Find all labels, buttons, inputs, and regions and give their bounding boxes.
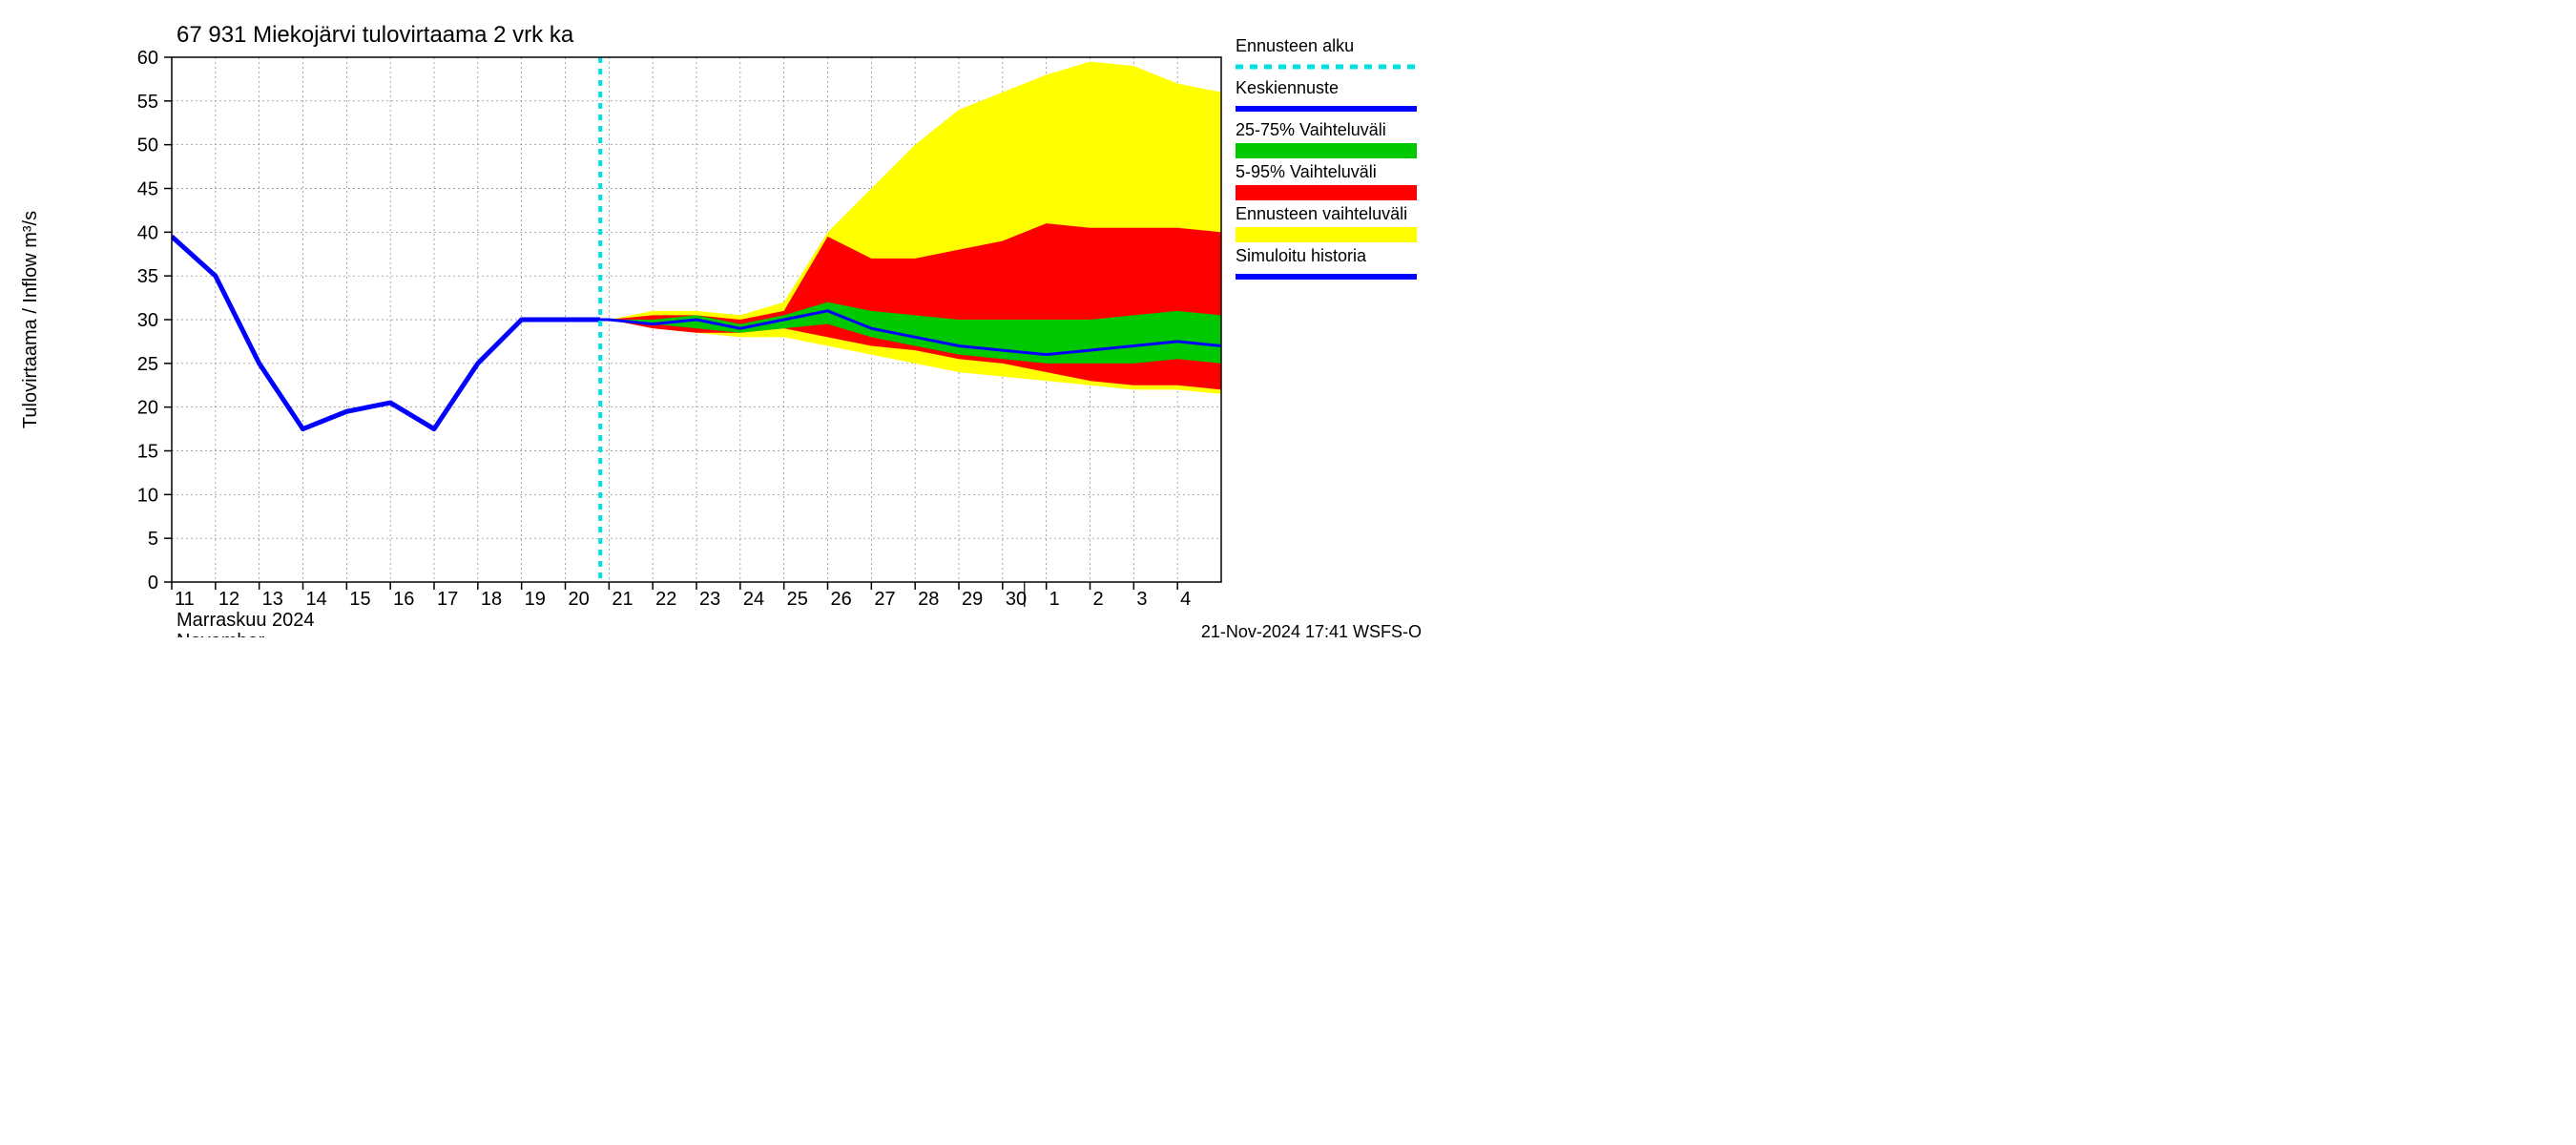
chart-container: 0510152025303540455055601112131415161718… xyxy=(0,0,1431,637)
xtick-label: 23 xyxy=(699,589,720,610)
xtick-label: 15 xyxy=(349,589,370,610)
legend-label-hist: Simuloitu historia xyxy=(1236,246,1367,265)
xtick-label: 25 xyxy=(787,589,808,610)
ytick-label: 45 xyxy=(137,179,158,200)
xtick-label: 13 xyxy=(262,589,283,610)
ytick-label: 20 xyxy=(137,398,158,419)
legend-swatch-bfull xyxy=(1236,227,1417,242)
ytick-label: 50 xyxy=(137,135,158,156)
ytick-label: 5 xyxy=(148,529,158,550)
xtick-label: 11 xyxy=(175,589,195,610)
xtick-label: 2 xyxy=(1093,589,1104,610)
xtick-label: 4 xyxy=(1180,589,1191,610)
legend-label-forecast_start: Ennusteen alku xyxy=(1236,36,1354,55)
xtick-label: 19 xyxy=(525,589,546,610)
legend-swatch-b595 xyxy=(1236,185,1417,200)
xtick-label: 1 xyxy=(1049,589,1060,610)
legend-label-b2575: 25-75% Vaihteluväli xyxy=(1236,120,1386,139)
xtick-label: 26 xyxy=(831,589,852,610)
xtick-label: 29 xyxy=(962,589,983,610)
xtick-label: 22 xyxy=(655,589,676,610)
legend-label-bfull: Ennusteen vaihteluväli xyxy=(1236,204,1407,223)
footer-timestamp: 21-Nov-2024 17:41 WSFS-O xyxy=(1201,622,1422,637)
xtick-label: 18 xyxy=(481,589,502,610)
y-axis-label: Tulovirtaama / Inflow m³/s xyxy=(20,211,41,428)
chart-title: 67 931 Miekojärvi tulovirtaama 2 vrk ka xyxy=(177,22,574,48)
ytick-label: 15 xyxy=(137,442,158,463)
ytick-label: 40 xyxy=(137,222,158,243)
xtick-label: 3 xyxy=(1136,589,1147,610)
ytick-label: 25 xyxy=(137,354,158,375)
chart-svg: 0510152025303540455055601112131415161718… xyxy=(0,0,1431,637)
month-label-fi: Marraskuu 2024 xyxy=(177,610,315,631)
ytick-label: 0 xyxy=(148,572,158,593)
xtick-label: 21 xyxy=(612,589,633,610)
xtick-label: 27 xyxy=(874,589,895,610)
xtick-label: 28 xyxy=(918,589,939,610)
ytick-label: 60 xyxy=(137,48,158,69)
history-line xyxy=(172,237,600,429)
xtick-label: 17 xyxy=(437,589,458,610)
xtick-label: 30 xyxy=(1006,589,1027,610)
legend-swatch-b2575 xyxy=(1236,143,1417,158)
xtick-label: 16 xyxy=(393,589,414,610)
legend-label-mean: Keskiennuste xyxy=(1236,78,1339,97)
ytick-label: 30 xyxy=(137,310,158,331)
xtick-label: 12 xyxy=(218,589,239,610)
legend-label-b595: 5-95% Vaihteluväli xyxy=(1236,162,1377,181)
ytick-label: 35 xyxy=(137,266,158,287)
xtick-label: 20 xyxy=(569,589,590,610)
xtick-label: 14 xyxy=(306,589,327,610)
ytick-label: 10 xyxy=(137,485,158,506)
month-label-en: November xyxy=(177,631,265,637)
ytick-label: 55 xyxy=(137,92,158,113)
xtick-label: 24 xyxy=(743,589,764,610)
